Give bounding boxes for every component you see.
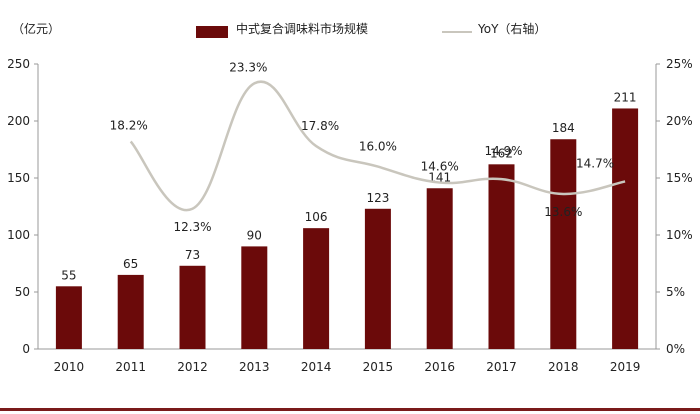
y-right-tick-label: 5% <box>666 285 685 299</box>
y-left-unit-label: （亿元） <box>12 22 61 36</box>
x-tick-label: 2016 <box>424 360 455 374</box>
y-right-tick-label: 20% <box>666 114 693 128</box>
yoy-value-label: 14.9% <box>484 144 522 158</box>
yoy-value-label: 14.7% <box>576 156 614 170</box>
y-left-tick-label: 150 <box>7 171 30 185</box>
y-right-tick-label: 15% <box>666 171 693 185</box>
yoy-value-label: 14.6% <box>421 160 459 174</box>
bar <box>488 164 515 349</box>
y-left-tick-label: 50 <box>15 285 30 299</box>
bar-value-label: 162 <box>490 146 513 160</box>
yoy-value-label: 16.0% <box>359 140 397 154</box>
x-tick-label: 2012 <box>177 360 208 374</box>
yoy-value-label: 18.2% <box>110 119 148 133</box>
bar-value-label: 90 <box>247 228 262 242</box>
bar-value-label: 65 <box>123 257 138 271</box>
x-tick-label: 2018 <box>548 360 579 374</box>
bottom-rule <box>0 408 700 411</box>
bar-value-label: 73 <box>185 248 200 262</box>
bar-value-label: 55 <box>61 268 76 282</box>
bar-value-label: 184 <box>552 121 575 135</box>
legend-bar-label: 中式复合调味料市场规模 <box>236 22 369 36</box>
x-tick-label: 2019 <box>610 360 641 374</box>
bar <box>179 265 206 349</box>
bar <box>364 208 391 349</box>
y-left-tick-label: 250 <box>7 57 30 71</box>
x-tick-label: 2010 <box>54 360 85 374</box>
legend-bar-swatch <box>196 26 228 38</box>
bar <box>241 246 268 349</box>
y-right-tick-label: 10% <box>666 228 693 242</box>
bar <box>550 139 577 349</box>
x-tick-label: 2015 <box>363 360 394 374</box>
bar <box>426 188 453 349</box>
bar <box>612 108 639 350</box>
x-tick-label: 2013 <box>239 360 270 374</box>
yoy-value-label: 13.6% <box>544 205 582 219</box>
x-tick-label: 2011 <box>115 360 146 374</box>
x-tick-label: 2014 <box>301 360 332 374</box>
yoy-line <box>129 80 626 212</box>
x-tick-label: 2017 <box>486 360 517 374</box>
bar <box>303 228 330 349</box>
legend-line-swatch <box>442 31 472 33</box>
bar <box>117 274 144 349</box>
bar-value-label: 211 <box>614 90 637 104</box>
legend-line-label: YoY（右轴） <box>478 22 547 36</box>
bar <box>55 286 82 349</box>
bar-value-label: 106 <box>305 210 328 224</box>
bar-value-label: 123 <box>366 191 389 205</box>
yoy-value-label: 12.3% <box>173 220 211 234</box>
y-left-tick-label: 200 <box>7 114 30 128</box>
y-left-tick-label: 0 <box>22 342 30 356</box>
y-left-tick-label: 100 <box>7 228 30 242</box>
y-right-tick-label: 0% <box>666 342 685 356</box>
yoy-value-label: 23.3% <box>229 60 267 74</box>
y-right-tick-label: 25% <box>666 57 693 71</box>
yoy-value-label: 17.8% <box>301 119 339 133</box>
